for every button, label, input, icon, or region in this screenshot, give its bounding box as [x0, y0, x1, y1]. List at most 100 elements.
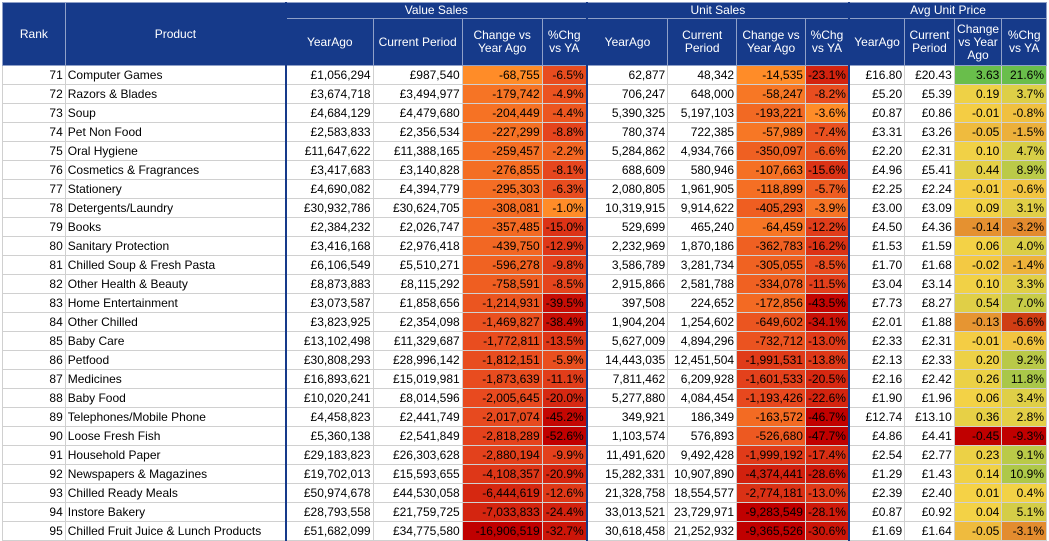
unit-current-cell: 648,000 — [667, 84, 738, 104]
unit-yearago-cell: 14,443,035 — [586, 350, 669, 370]
unit-pct-cell: -13.0% — [804, 331, 850, 351]
unit-current-cell: 186,349 — [667, 407, 738, 427]
price-current-cell: £2.31 — [904, 331, 955, 351]
table-row: 71 Computer Games £1,056,294 £987,540 -68,75… — [2, 65, 1047, 85]
product-cell: Oral Hygiene — [64, 141, 287, 161]
rank-cell: 71 — [2, 65, 66, 85]
price-change-cell: 0.19 — [953, 84, 1003, 104]
value-current-cell: £2,976,418 — [372, 236, 463, 256]
unit-current-cell: 21,252,932 — [667, 521, 738, 541]
unit-change-cell: -1,991,531 — [736, 350, 806, 370]
unit-pct-cell: -13.8% — [804, 350, 850, 370]
value-change-cell: -308,081 — [461, 198, 543, 218]
price-yearago-cell: £2.13 — [848, 350, 906, 370]
unit-yearago-cell: 349,921 — [586, 407, 669, 427]
value-pct-cell: -20.9% — [541, 464, 588, 484]
unit-change-cell: -193,221 — [736, 103, 806, 123]
price-pct-cell: -9.3% — [1001, 426, 1047, 446]
price-pct-cell: 9.2% — [1001, 350, 1047, 370]
unit-yearago-cell: 780,374 — [586, 122, 669, 142]
price-pct-cell: 4.0% — [1001, 236, 1047, 256]
unit-change-cell: -305,055 — [736, 255, 806, 275]
price-pct-cell: 3.7% — [1001, 84, 1047, 104]
unit-change-cell: -107,663 — [736, 160, 806, 180]
value-change-cell: -1,469,827 — [461, 312, 543, 332]
unit-change-cell: -405,293 — [736, 198, 806, 218]
value-yearago-cell: £4,458,823 — [285, 407, 374, 427]
price-current-cell: £8.27 — [904, 293, 955, 313]
price-current-cell: £1.96 — [904, 388, 955, 408]
price-change-cell: 0.26 — [953, 369, 1003, 389]
value-current-cell: £4,394,779 — [372, 179, 463, 199]
value-pct-cell: -8.5% — [541, 274, 588, 294]
value-current-cell: £15,019,981 — [372, 369, 463, 389]
price-current-cell: £2.42 — [904, 369, 955, 389]
rank-cell: 90 — [2, 426, 66, 446]
price-change-cell: 0.20 — [953, 350, 1003, 370]
rank-cell: 92 — [2, 464, 66, 484]
product-cell: Chilled Ready Meals — [64, 483, 287, 503]
value-pct-cell: -4.9% — [541, 84, 588, 104]
price-current-cell: £13.10 — [904, 407, 955, 427]
product-cell: Baby Care — [64, 331, 287, 351]
price-change-cell: 0.23 — [953, 445, 1003, 465]
value-change-cell: -295,303 — [461, 179, 543, 199]
product-cell: Sanitary Protection — [64, 236, 287, 256]
value-current-cell: £3,494,977 — [372, 84, 463, 104]
value-current-cell: £15,593,655 — [372, 464, 463, 484]
product-cell: Home Entertainment — [64, 293, 287, 313]
table-row: 77 Stationery £4,690,082 £4,394,779 -295,303… — [2, 179, 1047, 199]
price-current-cell: £2.31 — [904, 141, 955, 161]
price-change-cell: -0.01 — [953, 179, 1003, 199]
value-pct-cell: -12.9% — [541, 236, 588, 256]
value-current-cell: £2,026,747 — [372, 217, 463, 237]
price-pct-cell: 21.6% — [1001, 65, 1047, 85]
unit-current-cell: 1,254,602 — [667, 312, 738, 332]
price-change-cell: 3.63 — [953, 65, 1003, 85]
table-row: 82 Other Health & Beauty £8,873,883 £8,115,… — [2, 274, 1047, 294]
value-current-cell: £2,356,534 — [372, 122, 463, 142]
table-row: 74 Pet Non Food £2,583,833 £2,356,534 -227,2… — [2, 122, 1047, 142]
price-current-cell: £3.09 — [904, 198, 955, 218]
price-yearago-cell: £16.80 — [848, 65, 906, 85]
price-yearago-cell: £0.87 — [848, 502, 906, 522]
price-change-cell: 0.54 — [953, 293, 1003, 313]
value-yearago-cell: £11,647,622 — [285, 141, 374, 161]
product-cell: Soup — [64, 103, 287, 123]
value-yearago-cell: £3,416,168 — [285, 236, 374, 256]
unit-change-cell: -1,601,533 — [736, 369, 806, 389]
price-change-cell: 0.06 — [953, 236, 1003, 256]
unit-change-cell: -649,602 — [736, 312, 806, 332]
unit-pct-cell: -8.2% — [804, 84, 850, 104]
price-yearago-cell: £1.69 — [848, 521, 906, 541]
price-current-cell: £5.39 — [904, 84, 955, 104]
price-current-cell: £2.40 — [904, 483, 955, 503]
unit-yearago-cell: 5,627,009 — [586, 331, 669, 351]
price-change-cell: 0.01 — [953, 483, 1003, 503]
unit-yearago-cell: 15,282,331 — [586, 464, 669, 484]
rank-cell: 95 — [2, 521, 66, 541]
table-row: 87 Medicines £16,893,621 £15,019,981 -1,873,… — [2, 369, 1047, 389]
rank-header: Rank — [2, 2, 66, 66]
unit-yearago-cell: 529,699 — [586, 217, 669, 237]
value-yearago-cell: £3,674,718 — [285, 84, 374, 104]
unit-change-cell: -118,899 — [736, 179, 806, 199]
unit-pct-cell: -3.9% — [804, 198, 850, 218]
value-yearago-cell: £8,873,883 — [285, 274, 374, 294]
unit-change-cell: -4,374,441 — [736, 464, 806, 484]
value-yearago-cell: £13,102,498 — [285, 331, 374, 351]
value-yearago-cell: £2,384,232 — [285, 217, 374, 237]
price-current-cell: £2.24 — [904, 179, 955, 199]
price-current-cell: £3.14 — [904, 274, 955, 294]
price-change-cell: -0.02 — [953, 255, 1003, 275]
price-pct-cell: 7.0% — [1001, 293, 1047, 313]
table-row: 80 Sanitary Protection £3,416,168 £2,976,41… — [2, 236, 1047, 256]
col-header-value-change: Change vs Year Ago — [461, 18, 543, 66]
price-yearago-cell: £3.31 — [848, 122, 906, 142]
price-yearago-cell: £2.54 — [848, 445, 906, 465]
col-header-unit-yearago: YearAgo — [586, 18, 669, 66]
unit-pct-cell: -28.1% — [804, 502, 850, 522]
value-change-cell: -4,108,357 — [461, 464, 543, 484]
price-current-cell: £1.59 — [904, 236, 955, 256]
